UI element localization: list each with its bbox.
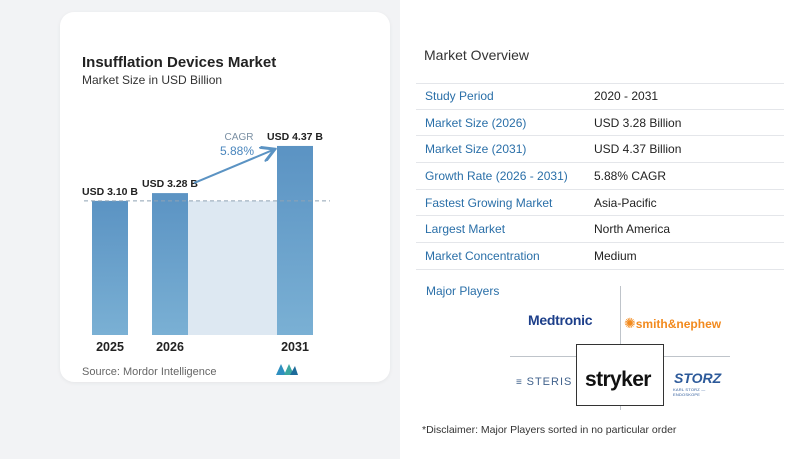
cagr-value: 5.88% bbox=[220, 144, 254, 158]
steris-logo: ≡ STERIS bbox=[516, 376, 572, 388]
market-size-card: Insufflation Devices Market Market Size … bbox=[60, 12, 390, 382]
chart-subtitle: Market Size in USD Billion bbox=[82, 73, 223, 87]
value-label-2026: USD 3.28 B bbox=[142, 178, 198, 190]
table-row: Market Concentration Medium bbox=[416, 243, 784, 270]
mordor-logo-icon bbox=[276, 364, 298, 375]
steris-text: STERIS bbox=[526, 376, 573, 388]
row-key: Fastest Growing Market bbox=[425, 195, 553, 210]
row-key: Market Concentration bbox=[425, 248, 540, 263]
row-value: 5.88% CAGR bbox=[594, 168, 667, 183]
smith-nephew-text: smith&nephew bbox=[635, 317, 722, 331]
major-players-logos: Medtronic ✺smith&nephew ≡ STERIS stryker… bbox=[510, 286, 730, 410]
row-key: Market Size (2026) bbox=[425, 115, 527, 130]
source-note: Source: Mordor Intelligence bbox=[82, 366, 217, 378]
category-label-2031: 2031 bbox=[281, 340, 309, 354]
disclaimer: *Disclaimer: Major Players sorted in no … bbox=[422, 424, 677, 436]
bar-2026 bbox=[152, 193, 188, 335]
overview-title: Market Overview bbox=[424, 47, 530, 63]
cagr-arrow bbox=[193, 150, 273, 185]
overview-table: Study Period 2020 - 2031 Market Size (202… bbox=[416, 83, 784, 270]
value-label-2031: USD 4.37 B bbox=[267, 131, 323, 143]
smith-nephew-logo: ✺smith&nephew bbox=[624, 315, 721, 332]
table-row: Largest Market North America bbox=[416, 216, 784, 244]
storz-logo: STORZ bbox=[674, 370, 722, 386]
row-value: 2020 - 2031 bbox=[594, 89, 659, 104]
cagr-label: CAGR bbox=[225, 132, 254, 143]
smith-nephew-burst-icon: ✺ bbox=[624, 315, 636, 331]
row-key: Largest Market bbox=[425, 222, 506, 237]
value-label-2025: USD 3.10 B bbox=[82, 186, 138, 198]
table-row: Growth Rate (2026 - 2031) 5.88% CAGR bbox=[416, 163, 784, 190]
medtronic-logo: Medtronic bbox=[528, 312, 593, 328]
table-row: Study Period 2020 - 2031 bbox=[416, 83, 784, 110]
table-row: Market Size (2026) USD 3.28 Billion bbox=[416, 110, 784, 137]
category-label-2026: 2026 bbox=[156, 340, 184, 354]
row-value: Asia-Pacific bbox=[594, 195, 657, 210]
row-value: USD 3.28 Billion bbox=[594, 115, 682, 130]
table-row: Fastest Growing Market Asia-Pacific bbox=[416, 190, 784, 217]
row-value: North America bbox=[594, 222, 671, 237]
row-key: Study Period bbox=[425, 89, 494, 104]
storz-subtitle: KARL STORZ — ENDOSKOPE bbox=[673, 387, 706, 397]
stryker-logo: stryker bbox=[585, 368, 651, 391]
bar-2031 bbox=[277, 145, 313, 335]
bar-chart: USD 3.10 B USD 3.28 B USD 4.37 B 2025 2026 20… bbox=[82, 131, 330, 354]
row-value: Medium bbox=[594, 248, 637, 263]
row-value: USD 4.37 Billion bbox=[594, 142, 682, 157]
row-key: Growth Rate (2026 - 2031) bbox=[425, 168, 568, 183]
market-overview-panel: Market Overview Study Period 2020 - 2031 … bbox=[400, 0, 800, 459]
bar-2025 bbox=[92, 200, 128, 335]
category-label-2025: 2025 bbox=[96, 340, 124, 354]
major-players-title: Major Players bbox=[426, 284, 500, 298]
growth-shade bbox=[188, 200, 277, 335]
chart-title: Insufflation Devices Market bbox=[82, 54, 277, 71]
steris-stripes-icon: ≡ bbox=[516, 377, 527, 388]
stryker-logo-frame bbox=[576, 344, 664, 406]
table-row: Market Size (2031) USD 4.37 Billion bbox=[416, 136, 784, 164]
row-key: Market Size (2031) bbox=[425, 142, 527, 157]
